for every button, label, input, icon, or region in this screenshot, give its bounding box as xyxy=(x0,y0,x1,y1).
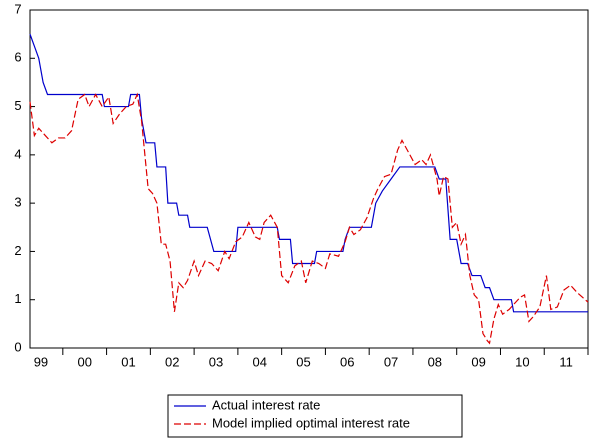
legend-label: Model implied optimal interest rate xyxy=(212,415,410,430)
plot-frame xyxy=(29,9,589,349)
x-tick-label: 02 xyxy=(165,354,179,369)
legend-box xyxy=(167,394,463,438)
x-tick-label: 01 xyxy=(121,354,135,369)
x-tick-label: 07 xyxy=(384,354,398,369)
y-tick-label: 1 xyxy=(14,291,21,306)
series-line xyxy=(29,92,589,345)
x-tick-label: 04 xyxy=(253,354,267,369)
x-tick-label: 08 xyxy=(428,354,442,369)
x-tick-label: 09 xyxy=(471,354,485,369)
y-tick-label: 7 xyxy=(14,1,21,16)
x-tick-label: 10 xyxy=(515,354,529,369)
x-tick-label: 06 xyxy=(340,354,354,369)
x-tick-label: 99 xyxy=(34,354,48,369)
y-tick-label: 2 xyxy=(14,243,21,258)
y-tick-label: 3 xyxy=(14,195,21,210)
y-tick-label: 0 xyxy=(14,339,21,354)
legend-label: Actual interest rate xyxy=(212,397,320,412)
y-tick-label: 6 xyxy=(14,50,21,65)
x-tick-label: 00 xyxy=(77,354,91,369)
x-tick-label: 03 xyxy=(209,354,223,369)
x-tick-label: 05 xyxy=(296,354,310,369)
series-line xyxy=(29,33,588,313)
y-tick-label: 4 xyxy=(14,146,21,161)
x-tick-label: 11 xyxy=(559,354,573,369)
y-tick-label: 5 xyxy=(14,98,21,113)
